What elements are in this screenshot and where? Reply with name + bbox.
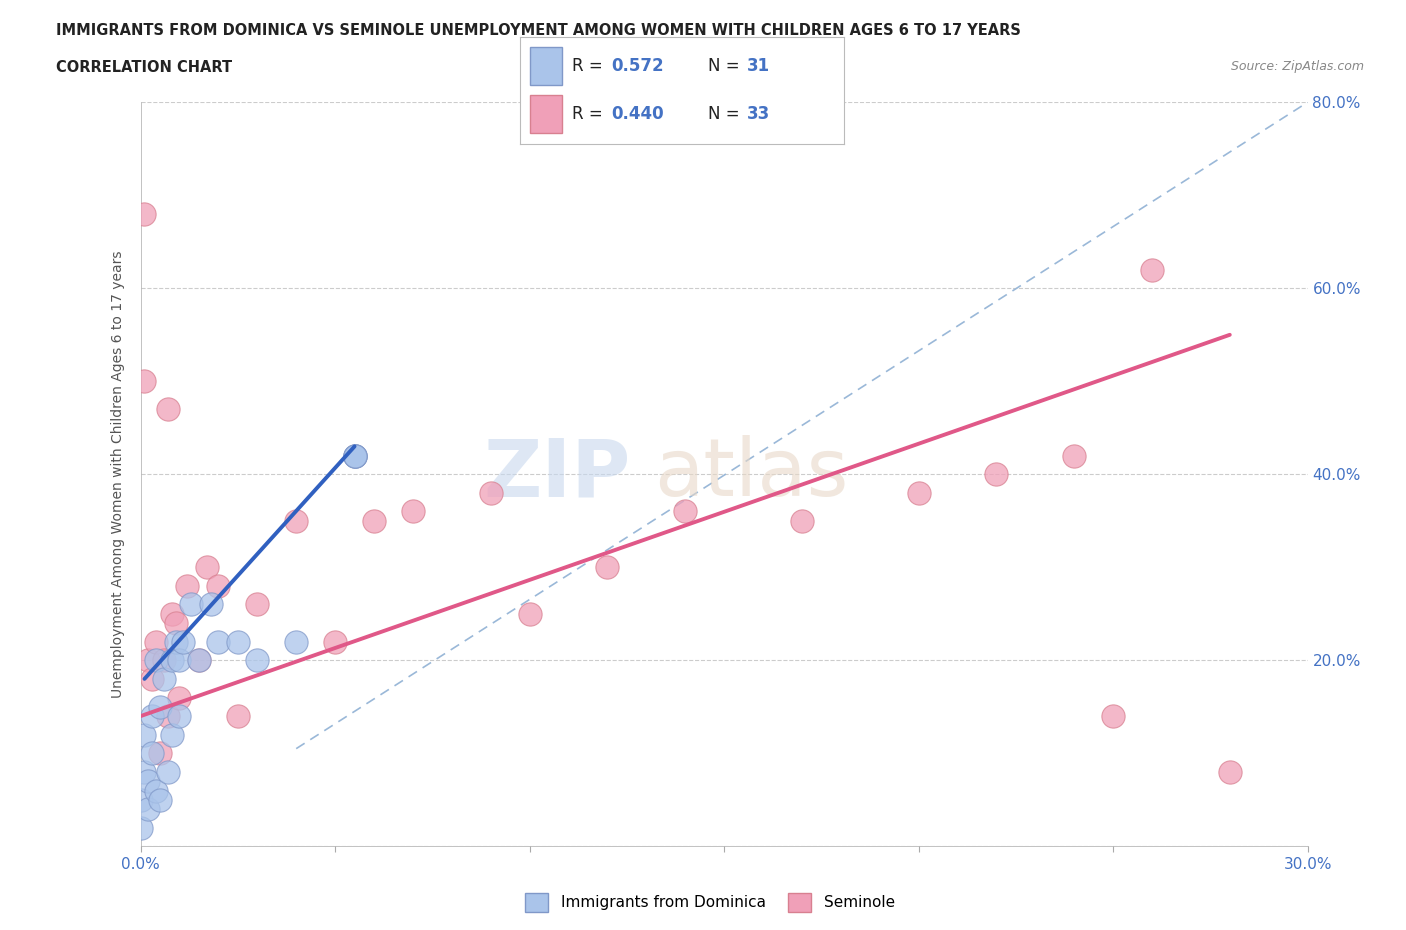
Point — [134, 727, 156, 742]
Text: N =: N = — [707, 105, 745, 123]
Point — [134, 374, 156, 389]
Point — [141, 671, 163, 686]
Point — [129, 792, 152, 807]
Point — [323, 634, 346, 649]
Point — [226, 634, 249, 649]
Point — [343, 448, 366, 463]
Bar — [530, 46, 562, 86]
Bar — [530, 95, 562, 134]
Text: 31: 31 — [747, 57, 769, 75]
Y-axis label: Unemployment Among Women with Children Ages 6 to 17 years: Unemployment Among Women with Children A… — [111, 250, 125, 698]
Text: 0.572: 0.572 — [610, 57, 664, 75]
Point — [172, 634, 194, 649]
Point — [153, 653, 176, 668]
Text: CORRELATION CHART: CORRELATION CHART — [56, 60, 232, 75]
Point — [343, 448, 366, 463]
Point — [165, 634, 187, 649]
Point — [134, 764, 156, 779]
Point — [479, 485, 502, 500]
Point — [156, 709, 179, 724]
Point — [180, 597, 202, 612]
Point — [138, 653, 160, 668]
Point — [986, 467, 1008, 482]
Text: R =: R = — [572, 57, 607, 75]
Point — [149, 792, 172, 807]
Point — [285, 513, 308, 528]
Text: N =: N = — [707, 57, 745, 75]
Point — [343, 448, 366, 463]
Text: 33: 33 — [747, 105, 770, 123]
Point — [188, 653, 211, 668]
Point — [160, 727, 183, 742]
Point — [1219, 764, 1241, 779]
Point — [226, 709, 249, 724]
Point — [907, 485, 929, 500]
Point — [673, 504, 696, 519]
Text: atlas: atlas — [654, 435, 848, 513]
Point — [1140, 262, 1163, 277]
Point — [134, 206, 156, 221]
Point — [169, 690, 191, 705]
Point — [176, 578, 198, 593]
Point — [246, 597, 269, 612]
Point — [153, 671, 176, 686]
Point — [188, 653, 211, 668]
Point — [156, 402, 179, 417]
Point — [138, 802, 160, 817]
Point — [402, 504, 425, 519]
Point — [519, 606, 541, 621]
Text: ZIP: ZIP — [484, 435, 631, 513]
Point — [141, 709, 163, 724]
Text: R =: R = — [572, 105, 607, 123]
Point — [207, 634, 229, 649]
Point — [138, 774, 160, 789]
Point — [165, 616, 187, 631]
Point — [1102, 709, 1125, 724]
Point — [596, 560, 619, 575]
Point — [343, 448, 366, 463]
Legend: Immigrants from Dominica, Seminole: Immigrants from Dominica, Seminole — [519, 887, 901, 918]
Point — [160, 653, 183, 668]
Point — [141, 746, 163, 761]
Text: 0.440: 0.440 — [610, 105, 664, 123]
Point — [285, 634, 308, 649]
Point — [129, 820, 152, 835]
Point — [149, 699, 172, 714]
Point — [363, 513, 385, 528]
Text: IMMIGRANTS FROM DOMINICA VS SEMINOLE UNEMPLOYMENT AMONG WOMEN WITH CHILDREN AGES: IMMIGRANTS FROM DOMINICA VS SEMINOLE UNE… — [56, 23, 1021, 38]
Point — [200, 597, 222, 612]
Point — [790, 513, 813, 528]
Point — [156, 764, 179, 779]
Point — [1063, 448, 1085, 463]
Point — [160, 606, 183, 621]
Point — [195, 560, 218, 575]
Point — [149, 746, 172, 761]
Text: Source: ZipAtlas.com: Source: ZipAtlas.com — [1230, 60, 1364, 73]
Point — [246, 653, 269, 668]
Point — [145, 653, 167, 668]
Point — [145, 634, 167, 649]
Point — [169, 653, 191, 668]
Point — [207, 578, 229, 593]
Point — [169, 709, 191, 724]
Point — [145, 783, 167, 798]
